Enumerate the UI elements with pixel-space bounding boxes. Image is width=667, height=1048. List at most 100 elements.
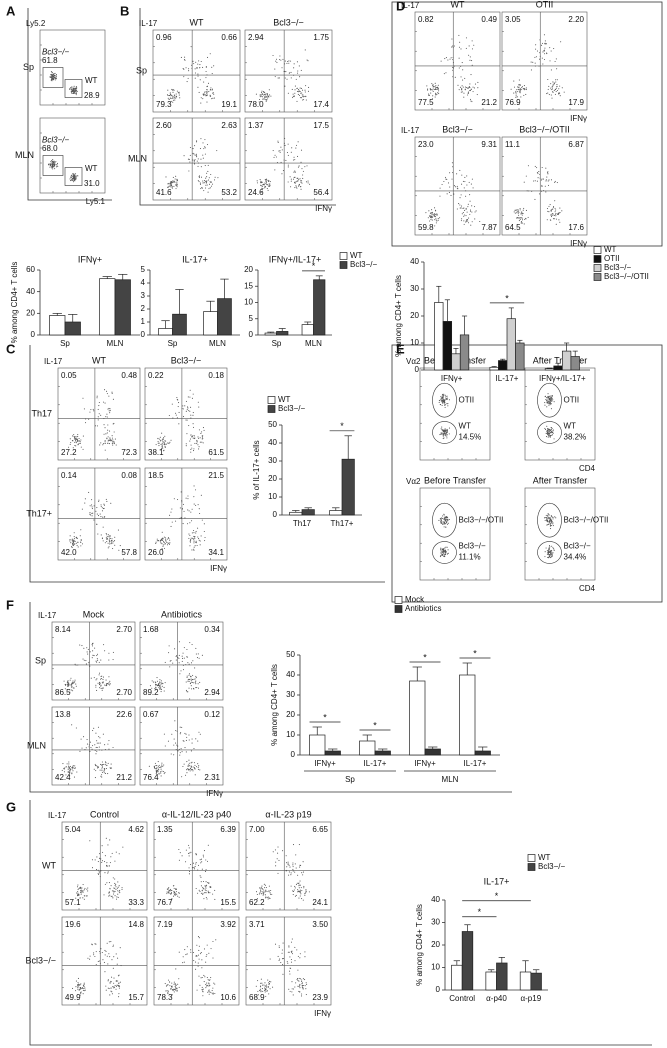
x-axis-label: CD4 (579, 464, 596, 473)
event-dot (468, 92, 469, 93)
event-dot (78, 978, 79, 979)
event-dot (186, 443, 187, 444)
event-dot (163, 437, 164, 438)
event-dot (178, 93, 179, 94)
event-dot (193, 532, 194, 533)
event-dot (74, 90, 75, 91)
event-dot (550, 403, 551, 404)
event-dot (293, 894, 294, 895)
event-dot (208, 883, 209, 884)
event-dot (303, 989, 304, 990)
event-dot (73, 181, 74, 182)
event-dot (77, 894, 78, 895)
event-dot (74, 89, 75, 90)
event-dot (191, 680, 192, 681)
event-dot (557, 79, 558, 80)
event-dot (176, 183, 177, 184)
x-tick-label: Sp (60, 339, 70, 348)
event-dot (70, 680, 71, 681)
event-dot (442, 523, 443, 524)
event-dot (429, 95, 430, 96)
event-dot (83, 988, 84, 989)
event-dot (429, 215, 430, 216)
event-dot (515, 210, 516, 211)
y-tick-label: 20 (244, 265, 253, 274)
event-dot (185, 420, 186, 421)
event-dot (109, 988, 110, 989)
event-dot (109, 681, 110, 682)
event-dot (80, 987, 81, 988)
event-dot (166, 986, 167, 987)
event-dot (552, 85, 553, 86)
event-dot (305, 85, 306, 86)
bar (173, 314, 187, 335)
event-dot (278, 142, 279, 143)
event-dot (204, 531, 205, 532)
event-dot (294, 872, 295, 873)
event-dot (188, 675, 189, 676)
event-dot (94, 505, 95, 506)
event-dot (190, 952, 191, 953)
quadrant-percent: 49.9 (65, 993, 81, 1002)
event-dot (544, 556, 545, 557)
event-dot (546, 517, 547, 518)
event-dot (291, 942, 292, 943)
event-dot (174, 991, 175, 992)
event-dot (445, 72, 446, 73)
event-dot (282, 950, 283, 951)
event-dot (525, 218, 526, 219)
event-dot (179, 95, 180, 96)
y-tick-label: 0 (291, 750, 296, 759)
event-dot (549, 521, 550, 522)
legend-label: Bcl3−/− (350, 260, 377, 269)
event-dot (457, 188, 458, 189)
event-dot (194, 435, 195, 436)
event-dot (468, 204, 469, 205)
event-dot (83, 449, 84, 450)
event-dot (511, 89, 512, 90)
event-dot (75, 767, 76, 768)
quadrant-percent: 72.3 (121, 448, 137, 457)
event-dot (517, 86, 518, 87)
plot-box (62, 917, 147, 1005)
event-dot (86, 663, 87, 664)
event-dot (83, 890, 84, 891)
y-tick-label: 30 (286, 690, 295, 699)
event-dot (113, 956, 114, 957)
event-dot (169, 890, 170, 891)
event-dot (54, 162, 55, 163)
event-dot (430, 215, 431, 216)
bar (100, 279, 116, 335)
event-dot (552, 434, 553, 435)
event-dot (546, 177, 547, 178)
event-dot (112, 441, 113, 442)
event-dot (526, 176, 527, 177)
event-dot (183, 69, 184, 70)
event-dot (187, 523, 188, 524)
event-dot (300, 97, 301, 98)
event-dot (446, 437, 447, 438)
x-tick-label: α-p19 (521, 994, 542, 1003)
event-dot (301, 189, 302, 190)
event-dot (68, 767, 69, 768)
event-dot (447, 547, 448, 548)
event-dot (198, 767, 199, 768)
event-dot (97, 533, 98, 534)
event-dot (106, 438, 107, 439)
event-dot (270, 890, 271, 891)
event-dot (103, 734, 104, 735)
event-dot (196, 531, 197, 532)
event-dot (441, 550, 442, 551)
event-dot (193, 423, 194, 424)
event-dot (532, 62, 533, 63)
event-dot (159, 686, 160, 687)
event-dot (193, 766, 194, 767)
event-dot (304, 90, 305, 91)
event-dot (448, 182, 449, 183)
event-dot (469, 194, 470, 195)
event-dot (196, 156, 197, 157)
event-dot (547, 516, 548, 517)
row-label: Sp (23, 62, 34, 72)
event-dot (212, 93, 213, 94)
event-dot (114, 540, 115, 541)
